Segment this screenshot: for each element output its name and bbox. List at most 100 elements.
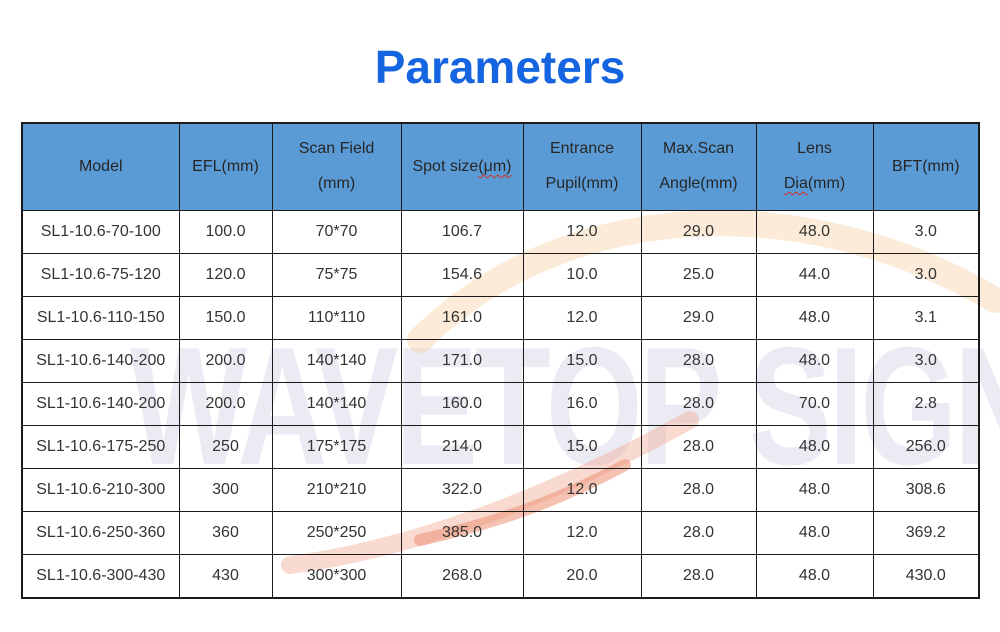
cell-bft: 3.0: [872, 339, 980, 383]
cell-efl: 300: [178, 468, 273, 512]
cell-entrance-pupil: 12.0: [522, 511, 642, 555]
column-header-entrance-pupil: Entrance Pupil(mm): [522, 122, 642, 211]
lens-dia-unit: (mm): [807, 175, 846, 192]
cell-lens-dia: 48.0: [755, 210, 874, 254]
max-scan-line2: Angle(mm): [659, 175, 738, 192]
cell-lens-dia: 48.0: [755, 468, 874, 512]
table-row: SL1-10.6-75-120 120.0 75*75 154.6 10.0 2…: [21, 253, 980, 297]
cell-lens-dia: 48.0: [755, 339, 874, 383]
cell-model: SL1-10.6-175-250: [21, 425, 180, 469]
cell-entrance-pupil: 10.0: [522, 253, 642, 297]
lens-dia-line2: Dia(mm): [783, 175, 846, 193]
table-row: SL1-10.6-110-150 150.0 110*110 161.0 12.…: [21, 296, 980, 340]
table-row: SL1-10.6-175-250 250 175*175 214.0 15.0 …: [21, 425, 980, 469]
cell-spot-size: 171.0: [400, 339, 524, 383]
cell-max-scan-angle: 28.0: [640, 554, 757, 599]
cell-spot-size: 154.6: [400, 253, 524, 297]
table-row: SL1-10.6-210-300 300 210*210 322.0 12.0 …: [21, 468, 980, 512]
cell-max-scan-angle: 28.0: [640, 425, 757, 469]
entrance-pupil-line1: Entrance: [549, 140, 615, 158]
cell-entrance-pupil: 12.0: [522, 468, 642, 512]
cell-model: SL1-10.6-110-150: [21, 296, 180, 340]
cell-model: SL1-10.6-70-100: [21, 210, 180, 254]
cell-entrance-pupil: 12.0: [522, 296, 642, 340]
spot-size-label: Spot size: [412, 158, 479, 175]
cell-spot-size: 268.0: [400, 554, 524, 599]
cell-max-scan-angle: 28.0: [640, 468, 757, 512]
cell-scan-field: 110*110: [271, 296, 402, 340]
cell-lens-dia: 48.0: [755, 296, 874, 340]
cell-spot-size: 214.0: [400, 425, 524, 469]
cell-entrance-pupil: 16.0: [522, 382, 642, 426]
cell-entrance-pupil: 15.0: [522, 339, 642, 383]
cell-scan-field: 210*210: [271, 468, 402, 512]
cell-lens-dia: 48.0: [755, 554, 874, 599]
header-row: Model EFL(mm) Scan Field (mm) Spot size(…: [21, 122, 980, 211]
column-header-model: Model: [21, 122, 180, 211]
cell-model: SL1-10.6-140-200: [21, 382, 180, 426]
cell-bft: 3.0: [872, 253, 980, 297]
cell-scan-field: 175*175: [271, 425, 402, 469]
cell-efl: 150.0: [178, 296, 273, 340]
column-header-lens-dia: Lens Dia(mm): [755, 122, 874, 211]
column-header-scan-field: Scan Field (mm): [271, 122, 402, 211]
cell-efl: 360: [178, 511, 273, 555]
cell-scan-field: 250*250: [271, 511, 402, 555]
cell-model: SL1-10.6-75-120: [21, 253, 180, 297]
cell-max-scan-angle: 28.0: [640, 339, 757, 383]
cell-bft: 2.8: [872, 382, 980, 426]
cell-entrance-pupil: 15.0: [522, 425, 642, 469]
cell-max-scan-angle: 29.0: [640, 210, 757, 254]
cell-lens-dia: 44.0: [755, 253, 874, 297]
cell-bft: 308.6: [872, 468, 980, 512]
cell-efl: 100.0: [178, 210, 273, 254]
parameters-table: Model EFL(mm) Scan Field (mm) Spot size(…: [21, 122, 980, 599]
cell-lens-dia: 48.0: [755, 425, 874, 469]
cell-spot-size: 322.0: [400, 468, 524, 512]
cell-scan-field: 300*300: [271, 554, 402, 599]
cell-spot-size: 106.7: [400, 210, 524, 254]
cell-scan-field: 75*75: [271, 253, 402, 297]
cell-spot-size: 161.0: [400, 296, 524, 340]
table-row: SL1-10.6-140-200 200.0 140*140 171.0 15.…: [21, 339, 980, 383]
column-header-spot-size: Spot size(μm): [400, 122, 524, 211]
entrance-pupil-line2: Pupil(mm): [545, 175, 619, 192]
cell-max-scan-angle: 25.0: [640, 253, 757, 297]
scan-field-line2: (mm): [317, 175, 356, 192]
cell-max-scan-angle: 28.0: [640, 382, 757, 426]
cell-bft: 369.2: [872, 511, 980, 555]
cell-efl: 200.0: [178, 339, 273, 383]
table-row: SL1-10.6-140-200 200.0 140*140 160.0 16.…: [21, 382, 980, 426]
cell-scan-field: 140*140: [271, 339, 402, 383]
cell-efl: 120.0: [178, 253, 273, 297]
cell-scan-field: 140*140: [271, 382, 402, 426]
lens-dia-line1: Lens: [797, 140, 832, 158]
cell-efl: 430: [178, 554, 273, 599]
cell-spot-size: 385.0: [400, 511, 524, 555]
cell-lens-dia: 70.0: [755, 382, 874, 426]
table-row: SL1-10.6-70-100 100.0 70*70 106.7 12.0 2…: [21, 210, 980, 254]
cell-model: SL1-10.6-250-360: [21, 511, 180, 555]
cell-bft: 3.1: [872, 296, 980, 340]
column-header-efl: EFL(mm): [178, 122, 273, 211]
cell-bft: 256.0: [872, 425, 980, 469]
lens-dia-word: Dia: [783, 175, 808, 192]
cell-model: SL1-10.6-210-300: [21, 468, 180, 512]
cell-spot-size: 160.0: [400, 382, 524, 426]
cell-entrance-pupil: 12.0: [522, 210, 642, 254]
cell-entrance-pupil: 20.0: [522, 554, 642, 599]
cell-model: SL1-10.6-140-200: [21, 339, 180, 383]
table-row: SL1-10.6-300-430 430 300*300 268.0 20.0 …: [21, 554, 980, 599]
cell-efl: 250: [178, 425, 273, 469]
table-row: SL1-10.6-250-360 360 250*250 385.0 12.0 …: [21, 511, 980, 555]
cell-lens-dia: 48.0: [755, 511, 874, 555]
max-scan-line1: Max.Scan: [662, 140, 735, 158]
cell-bft: 430.0: [872, 554, 980, 599]
column-header-max-scan-angle: Max.Scan Angle(mm): [640, 122, 757, 211]
cell-efl: 200.0: [178, 382, 273, 426]
page-title: Parameters: [374, 41, 626, 93]
cell-bft: 3.0: [872, 210, 980, 254]
column-header-bft: BFT(mm): [872, 122, 980, 211]
cell-max-scan-angle: 28.0: [640, 511, 757, 555]
spot-size-unit: (μm): [478, 158, 512, 175]
